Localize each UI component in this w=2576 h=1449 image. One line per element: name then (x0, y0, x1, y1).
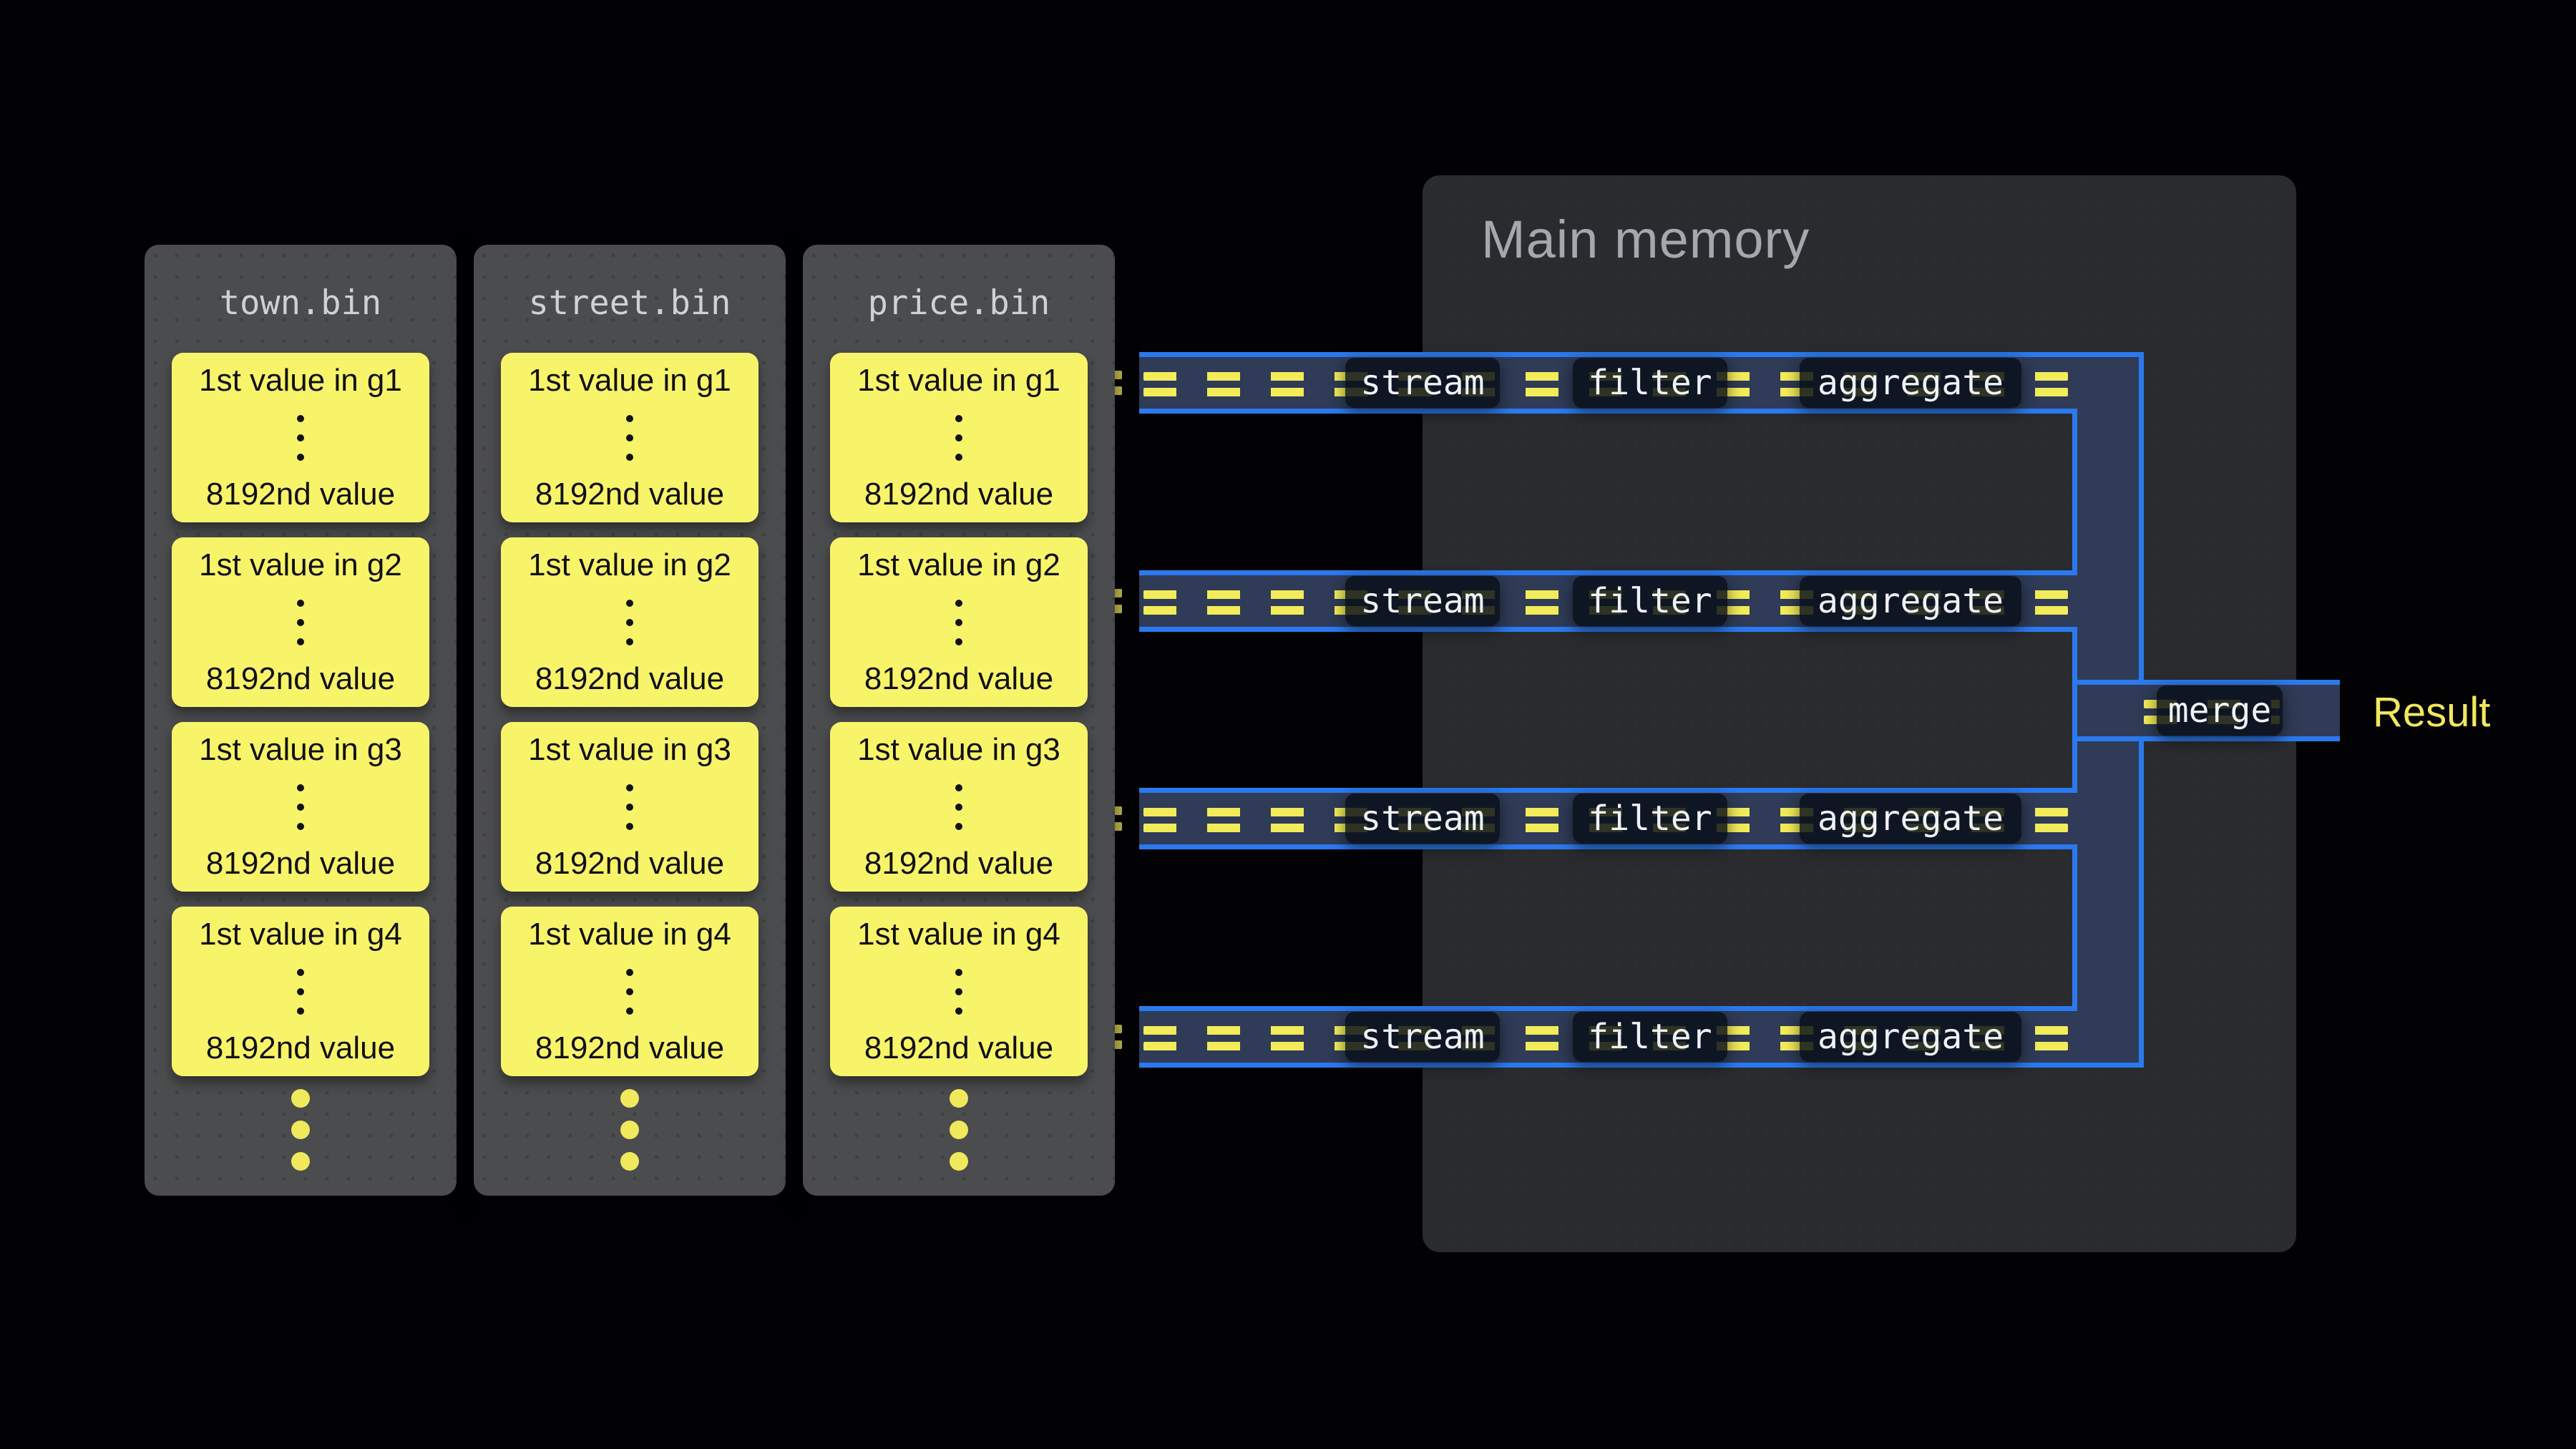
row-group-cell-g4: 1st value in g4 8192nd value (501, 907, 758, 1076)
first-value-label: 1st value in g2 (528, 547, 731, 582)
ellipsis-dots (626, 599, 633, 645)
first-value-label: 1st value in g1 (528, 363, 731, 398)
ellipsis-dots (626, 784, 633, 830)
first-value-label: 1st value in g4 (857, 917, 1060, 952)
last-value-label: 8192nd value (864, 845, 1054, 881)
last-value-label: 8192nd value (535, 845, 725, 881)
stage-stream: stream (1345, 1012, 1500, 1062)
stage-filter: filter (1573, 1012, 1727, 1062)
stage-aggregate: aggregate (1800, 1012, 2021, 1062)
result-label: Result (2373, 689, 2491, 736)
ellipsis-dots (297, 968, 304, 1015)
ellipsis-dots (955, 599, 962, 645)
ellipsis-dots (955, 968, 962, 1015)
row-group-cell-g3: 1st value in g3 8192nd value (172, 722, 429, 892)
file-name: price.bin (867, 283, 1050, 323)
row-group-cell-g4: 1st value in g4 8192nd value (830, 907, 1088, 1076)
last-value-label: 8192nd value (535, 1030, 725, 1065)
file-name: town.bin (219, 283, 382, 323)
last-value-label: 8192nd value (205, 845, 396, 881)
stage-filter: filter (1573, 358, 1727, 408)
row-group-cell-g2: 1st value in g2 8192nd value (830, 537, 1088, 707)
last-value-label: 8192nd value (864, 476, 1054, 512)
first-value-label: 1st value in g2 (857, 547, 1060, 582)
file-card-town: town.bin 1st value in g1 8192nd value 1s… (145, 245, 457, 1196)
row-group-cells: 1st value in g1 8192nd value 1st value i… (501, 353, 758, 1091)
row-group-cell-g1: 1st value in g1 8192nd value (501, 353, 758, 522)
stage-aggregate: aggregate (1800, 576, 2021, 626)
first-value-label: 1st value in g1 (199, 363, 402, 398)
more-groups-dots (145, 1089, 457, 1171)
first-value-label: 1st value in g2 (199, 547, 402, 582)
last-value-label: 8192nd value (864, 1030, 1054, 1065)
first-value-label: 1st value in g1 (857, 363, 1060, 398)
row-group-cell-g2: 1st value in g2 8192nd value (501, 537, 758, 707)
last-value-label: 8192nd value (864, 660, 1054, 696)
last-value-label: 8192nd value (535, 660, 725, 696)
file-card-street: street.bin 1st value in g1 8192nd value … (474, 245, 786, 1196)
stage-aggregate: aggregate (1800, 794, 2021, 844)
ellipsis-dots (626, 968, 633, 1015)
row-group-cell-g2: 1st value in g2 8192nd value (172, 537, 429, 707)
first-value-label: 1st value in g3 (528, 732, 731, 767)
ellipsis-dots (626, 414, 633, 461)
row-group-cell-g1: 1st value in g1 8192nd value (830, 353, 1088, 522)
ellipsis-dots (955, 414, 962, 461)
ellipsis-dots (297, 414, 304, 461)
stage-aggregate: aggregate (1800, 358, 2021, 408)
stage-filter: filter (1573, 576, 1727, 626)
stage-stream: stream (1345, 794, 1500, 844)
first-value-label: 1st value in g4 (528, 917, 731, 952)
row-group-cell-g3: 1st value in g3 8192nd value (830, 722, 1088, 892)
ellipsis-dots (297, 784, 304, 830)
file-card-price: price.bin 1st value in g1 8192nd value 1… (803, 245, 1115, 1196)
more-groups-dots (803, 1089, 1115, 1171)
ellipsis-dots (955, 784, 962, 830)
ellipsis-dots (297, 599, 304, 645)
row-group-cells: 1st value in g1 8192nd value 1st value i… (172, 353, 429, 1091)
stage-filter: filter (1573, 794, 1727, 844)
stage-stream: stream (1345, 358, 1500, 408)
stage-merge: merge (2157, 686, 2283, 736)
stage-stream: stream (1345, 576, 1500, 626)
row-group-cell-g4: 1st value in g4 8192nd value (172, 907, 429, 1076)
first-value-label: 1st value in g3 (199, 732, 402, 767)
row-group-cells: 1st value in g1 8192nd value 1st value i… (830, 353, 1088, 1091)
last-value-label: 8192nd value (205, 660, 396, 696)
more-groups-dots (474, 1089, 786, 1171)
first-value-label: 1st value in g4 (199, 917, 402, 952)
file-name: street.bin (528, 283, 731, 323)
row-group-cell-g3: 1st value in g3 8192nd value (501, 722, 758, 892)
first-value-label: 1st value in g3 (857, 732, 1060, 767)
last-value-label: 8192nd value (205, 1030, 396, 1065)
last-value-label: 8192nd value (205, 476, 396, 512)
row-group-cell-g1: 1st value in g1 8192nd value (172, 353, 429, 522)
main-memory-title: Main memory (1481, 210, 1810, 269)
last-value-label: 8192nd value (535, 476, 725, 512)
